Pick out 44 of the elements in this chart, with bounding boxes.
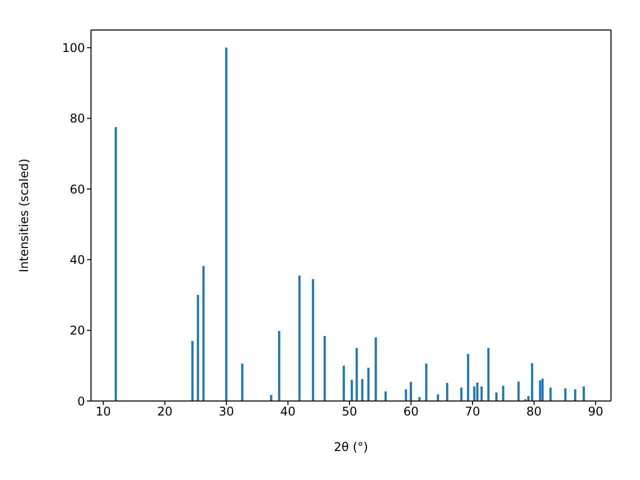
- bar: [356, 348, 358, 401]
- bar: [202, 266, 205, 401]
- bar: [196, 295, 200, 401]
- bar: [278, 331, 280, 401]
- bar: [361, 379, 364, 401]
- x-tick-label: 50: [342, 404, 358, 419]
- bar: [531, 363, 534, 401]
- bar: [473, 386, 476, 401]
- bar: [114, 127, 117, 401]
- x-tick-label: 80: [526, 404, 542, 419]
- bar: [241, 364, 244, 401]
- bar: [582, 386, 585, 401]
- x-tick-label: 30: [218, 404, 234, 419]
- y-tick-label: 40: [70, 252, 85, 267]
- x-axis-title: 2θ (°): [334, 440, 368, 454]
- x-tick-label: 70: [464, 404, 480, 419]
- x-tick-label: 60: [403, 404, 419, 419]
- bar: [225, 48, 228, 401]
- bar: [298, 276, 301, 401]
- bar: [564, 388, 566, 401]
- bar: [350, 380, 353, 401]
- bar: [425, 364, 428, 401]
- y-axis-title: Intensities (scaled): [17, 158, 31, 272]
- bar: [312, 279, 314, 401]
- y-tick-label: 20: [70, 324, 85, 338]
- bar: [476, 382, 478, 401]
- x-tick-label: 40: [280, 404, 296, 419]
- y-tick-label: 80: [70, 112, 85, 126]
- bar: [342, 366, 345, 401]
- bar: [324, 336, 326, 401]
- bar: [270, 394, 272, 401]
- bar: [480, 386, 483, 401]
- bar: [446, 382, 448, 401]
- bar: [574, 389, 576, 401]
- x-tick-label: 10: [96, 404, 111, 419]
- x-tick-label: 90: [588, 404, 604, 419]
- y-tick-label: 100: [62, 40, 85, 55]
- bar: [374, 337, 377, 401]
- y-tick-label: 0: [77, 394, 85, 408]
- bar: [502, 386, 504, 401]
- y-tick-label: 60: [70, 182, 85, 196]
- bar: [384, 391, 387, 401]
- bar: [460, 388, 462, 401]
- x-tick-label: 20: [157, 404, 172, 419]
